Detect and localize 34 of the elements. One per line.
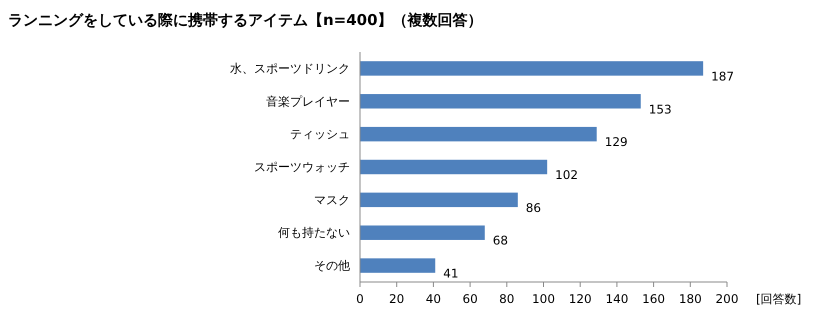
x-tick-label: 200 xyxy=(716,292,738,306)
x-tick-label: 180 xyxy=(678,292,702,306)
y-tick-label: ティッシュ xyxy=(290,127,350,142)
y-tick-label: 何も持たない xyxy=(278,226,350,240)
x-tick-label: 20 xyxy=(389,292,404,306)
x-tick-label: 160 xyxy=(642,292,666,306)
x-tick-label: 60 xyxy=(462,292,478,306)
bar xyxy=(360,160,548,174)
bar xyxy=(360,225,485,240)
data-label: 68 xyxy=(492,234,508,248)
y-tick-label: 音楽プレイヤー xyxy=(266,94,350,108)
x-tick-label: 120 xyxy=(568,292,592,306)
x-axis-title: [回答数] xyxy=(756,292,802,306)
bar xyxy=(360,258,436,273)
data-label: 102 xyxy=(555,168,578,182)
x-tick-label: 100 xyxy=(532,292,555,306)
data-label: 129 xyxy=(604,135,628,150)
y-tick-label: その他 xyxy=(314,258,350,273)
data-label: 187 xyxy=(711,69,734,84)
x-tick-label: 40 xyxy=(426,292,442,306)
chart-title: ランニングをしている際に携帯するアイテム【n=400】（複数回答） xyxy=(8,11,483,29)
bar xyxy=(360,61,704,76)
data-label: 153 xyxy=(648,102,672,116)
bar xyxy=(360,192,518,208)
data-label: 41 xyxy=(443,266,459,281)
y-tick-label: 水、スポーツドリンク xyxy=(230,61,350,76)
data-label: 86 xyxy=(526,200,542,215)
y-tick-label: マスク xyxy=(314,192,350,207)
bar xyxy=(360,126,597,142)
bar xyxy=(360,94,641,109)
x-tick-label: 140 xyxy=(605,292,628,306)
y-tick-label: スポーツウォッチ xyxy=(254,160,350,174)
x-tick-label: 0 xyxy=(356,292,364,306)
x-tick-label: 80 xyxy=(499,292,514,306)
